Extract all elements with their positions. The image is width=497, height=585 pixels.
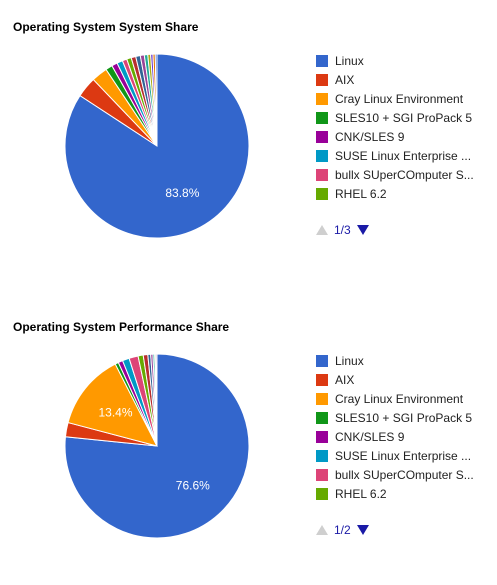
slice-percent-label: 83.8%: [165, 186, 199, 200]
legend-swatch: [316, 73, 328, 86]
pie-slice-other-15[interactable]: [154, 53, 158, 147]
legend-label: SLES10 + SGI ProPack 5: [335, 110, 473, 125]
legend-item[interactable]: Linux: [316, 351, 491, 370]
legend-swatch: [316, 149, 328, 162]
legend-swatch: [316, 92, 328, 105]
legend-item[interactable]: Cray Linux Environment: [316, 389, 491, 408]
slice-percent-label: 13.4%: [98, 406, 132, 420]
legend-label: Linux: [335, 53, 364, 68]
legend: Linux AIX Cray Linux Environment SLES10 + S…: [316, 51, 491, 203]
legend-swatch: [316, 392, 328, 405]
legend-label: SLES10 + SGI ProPack 5: [335, 410, 473, 425]
legend-label: bullx SUperCOmputer S...: [335, 467, 474, 482]
legend-swatch: [316, 111, 328, 124]
legend-label: Linux: [335, 353, 364, 368]
legend-item[interactable]: SLES10 + SGI ProPack 5: [316, 408, 491, 427]
legend-swatch: [316, 468, 328, 481]
legend-item[interactable]: CNK/SLES 9: [316, 427, 491, 446]
legend-label: CNK/SLES 9: [335, 429, 405, 444]
pie-chart: 83.8%: [64, 53, 250, 239]
legend-item[interactable]: SLES10 + SGI ProPack 5: [316, 108, 491, 127]
legend-item[interactable]: RHEL 6.2: [316, 484, 491, 503]
slice-percent-label: 76.6%: [176, 479, 210, 493]
pager-next-icon[interactable]: [356, 225, 369, 235]
pager-text: 1/2: [334, 523, 351, 537]
legend-item[interactable]: RHEL 6.2: [316, 184, 491, 203]
legend: Linux AIX Cray Linux Environment SLES10 + S…: [316, 351, 491, 503]
legend-swatch: [316, 354, 328, 367]
legend-swatch: [316, 373, 328, 386]
legend-label: CNK/SLES 9: [335, 129, 405, 144]
chart-title: Operating System System Share: [13, 20, 199, 34]
legend-swatch: [316, 411, 328, 424]
legend-swatch: [316, 130, 328, 143]
pie-slice-other-13[interactable]: [155, 353, 158, 447]
legend-label: SUSE Linux Enterprise ...: [335, 148, 472, 163]
legend-label: RHEL 6.2: [335, 486, 387, 501]
pager-next-icon[interactable]: [356, 525, 369, 535]
legend-label: bullx SUperCOmputer S...: [335, 167, 474, 182]
legend-item[interactable]: AIX: [316, 370, 491, 389]
legend-item[interactable]: AIX: [316, 70, 491, 89]
legend-item[interactable]: SUSE Linux Enterprise ...: [316, 446, 491, 465]
legend-swatch: [316, 487, 328, 500]
pager-text: 1/3: [334, 223, 351, 237]
legend-label: Cray Linux Environment: [335, 91, 464, 106]
os-performance-share-chart: Operating System Performance Share 76.6%…: [0, 300, 497, 585]
legend-item[interactable]: bullx SUperCOmputer S...: [316, 165, 491, 184]
legend-swatch: [316, 168, 328, 181]
legend-item[interactable]: bullx SUperCOmputer S...: [316, 465, 491, 484]
pager-previous-icon[interactable]: [316, 225, 328, 235]
legend-swatch: [316, 187, 328, 200]
legend-item[interactable]: Linux: [316, 51, 491, 70]
pie-chart: 76.6% 13.4%: [64, 353, 250, 539]
legend-label: AIX: [335, 372, 355, 387]
legend-label: Cray Linux Environment: [335, 391, 464, 406]
legend-item[interactable]: Cray Linux Environment: [316, 89, 491, 108]
chart-title: Operating System Performance Share: [13, 320, 230, 334]
os-system-share-chart: Operating System System Share 83.8% Linu…: [0, 0, 497, 285]
legend-label: RHEL 6.2: [335, 186, 387, 201]
legend-item[interactable]: CNK/SLES 9: [316, 127, 491, 146]
pager-previous-icon[interactable]: [316, 525, 328, 535]
legend-swatch: [316, 430, 328, 443]
legend-item[interactable]: SUSE Linux Enterprise ...: [316, 146, 491, 165]
pie-slice-cray-linux-environment[interactable]: [67, 363, 158, 447]
pie-slice-linux[interactable]: [64, 353, 250, 539]
legend-swatch: [316, 54, 328, 67]
legend-label: AIX: [335, 72, 355, 87]
legend-pager: 1/3: [316, 223, 369, 237]
legend-pager: 1/2: [316, 523, 369, 537]
legend-label: SUSE Linux Enterprise ...: [335, 448, 472, 463]
legend-swatch: [316, 449, 328, 462]
